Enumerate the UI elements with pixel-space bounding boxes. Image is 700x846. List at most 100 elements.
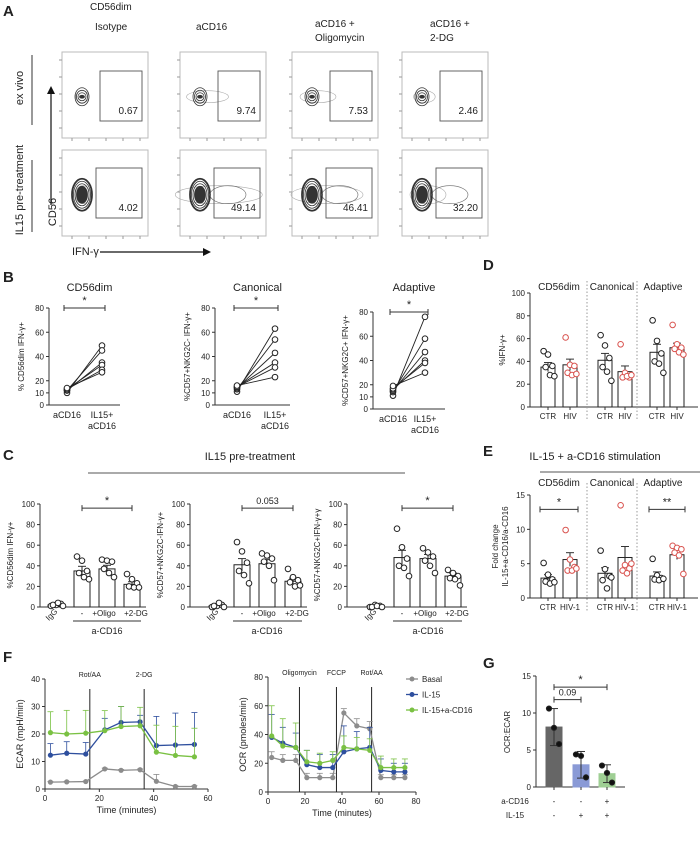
row-label: ex vivo: [14, 71, 26, 105]
contour: [73, 180, 91, 209]
y-axis-label: CD56: [47, 198, 59, 226]
data-point: [572, 751, 580, 758]
data-point: [59, 602, 67, 610]
y-tick-label: 0: [40, 401, 45, 410]
data-point-basal: [153, 778, 159, 784]
x-tick-label: 40: [149, 794, 158, 803]
data-point-basal: [280, 757, 286, 763]
data-point-after: [421, 313, 429, 321]
data-point-before: [233, 382, 241, 389]
y-tick-label: 5: [527, 746, 532, 755]
data-point: [245, 580, 253, 587]
data-point: [238, 548, 246, 555]
data-point: [603, 769, 611, 777]
x-tick-label: 60: [375, 797, 384, 806]
data-point: [628, 560, 635, 567]
data-point: [603, 585, 611, 592]
contour: [79, 94, 85, 99]
group-label: Canonical: [590, 282, 634, 293]
contour: [194, 89, 206, 104]
data-point: [669, 321, 676, 329]
condition-value: -: [553, 797, 556, 806]
data-point-il15_acd16: [367, 747, 373, 753]
condition-value: +: [605, 811, 610, 820]
data-point: [260, 558, 268, 565]
y-tick-label: 60: [333, 541, 342, 550]
data-point-after: [421, 369, 429, 376]
paired-line: [66, 369, 103, 390]
category-label: CTR: [597, 412, 614, 421]
paired-line: [236, 362, 276, 388]
data-point-il15_acd16: [118, 723, 124, 730]
contour: [414, 183, 430, 207]
data-point: [582, 774, 590, 781]
data-point: [449, 569, 457, 577]
contour: [71, 177, 93, 212]
data-point: [54, 599, 62, 607]
data-point-il15_acd16: [317, 760, 323, 766]
contour: [197, 94, 203, 99]
y-tick-label: 10: [35, 389, 44, 398]
data-point: [426, 562, 434, 570]
data-point-il15_acd16: [280, 743, 286, 749]
data-point: [606, 354, 613, 362]
y-tick-label: 40: [201, 353, 210, 362]
contour: [74, 87, 90, 107]
category-label: aCD16: [223, 410, 251, 420]
y-tick-label: 40: [35, 353, 44, 362]
data-point: [562, 526, 569, 534]
data-point: [597, 547, 604, 554]
gate-percentage: 32.20: [453, 203, 478, 214]
x-tick-label: 40: [338, 797, 347, 806]
data-point: [598, 762, 606, 769]
data-point: [608, 779, 616, 786]
data-point: [128, 575, 136, 583]
category-label: aCD16: [411, 425, 439, 435]
data-point: [551, 372, 558, 380]
y-tick-label: 60: [201, 328, 210, 337]
bar: [258, 563, 276, 608]
y-tick-label: 5: [521, 560, 526, 569]
data-point-il15_acd16: [102, 728, 108, 734]
contour: [194, 185, 206, 204]
population-label: CD56dim: [90, 2, 132, 13]
data-point-basal: [293, 757, 299, 763]
data-point: [85, 575, 93, 583]
data-point: [108, 558, 116, 565]
contour: [306, 89, 318, 104]
data-point-basal: [47, 779, 54, 785]
chart-title: CD56dim: [67, 282, 113, 294]
data-point-il15_acd16: [391, 764, 397, 771]
flow-plot: 2.46: [399, 51, 489, 141]
y-axis-label: %IFN-γ+: [498, 334, 507, 366]
data-point-before: [389, 382, 397, 390]
data-point: [599, 576, 606, 584]
condition-label: IL-15: [506, 811, 525, 820]
y-tick-label: 80: [516, 312, 525, 321]
panel-label-E: E: [483, 443, 493, 460]
paired-line: [236, 376, 276, 387]
data-point-il15_acd16: [137, 723, 143, 729]
y-tick-label: 10: [516, 525, 525, 534]
data-point: [444, 566, 452, 574]
data-point: [621, 561, 629, 569]
y-tick-label: 20: [26, 582, 35, 591]
contour: [77, 92, 87, 102]
y-tick-label: 0: [338, 603, 343, 612]
data-point: [623, 569, 631, 577]
gate-percentage: 7.53: [349, 106, 369, 117]
significance-label: 0.09: [559, 688, 577, 698]
group-label: a-CD16: [412, 626, 443, 636]
data-point-basal: [64, 779, 70, 785]
y-tick-label: 10: [522, 709, 531, 718]
paired-line: [66, 371, 103, 389]
group-label: CD56dim: [538, 478, 580, 489]
data-point: [235, 567, 243, 575]
data-point: [419, 544, 427, 552]
contour: [309, 94, 315, 99]
data-point: [400, 564, 408, 572]
injection-label: Oligomycin: [282, 670, 317, 677]
group-label: Adaptive: [644, 478, 683, 489]
y-axis-label: % CD56dim IFN-γ+: [17, 322, 26, 391]
x-axis-label: Time (minutes): [97, 805, 157, 815]
